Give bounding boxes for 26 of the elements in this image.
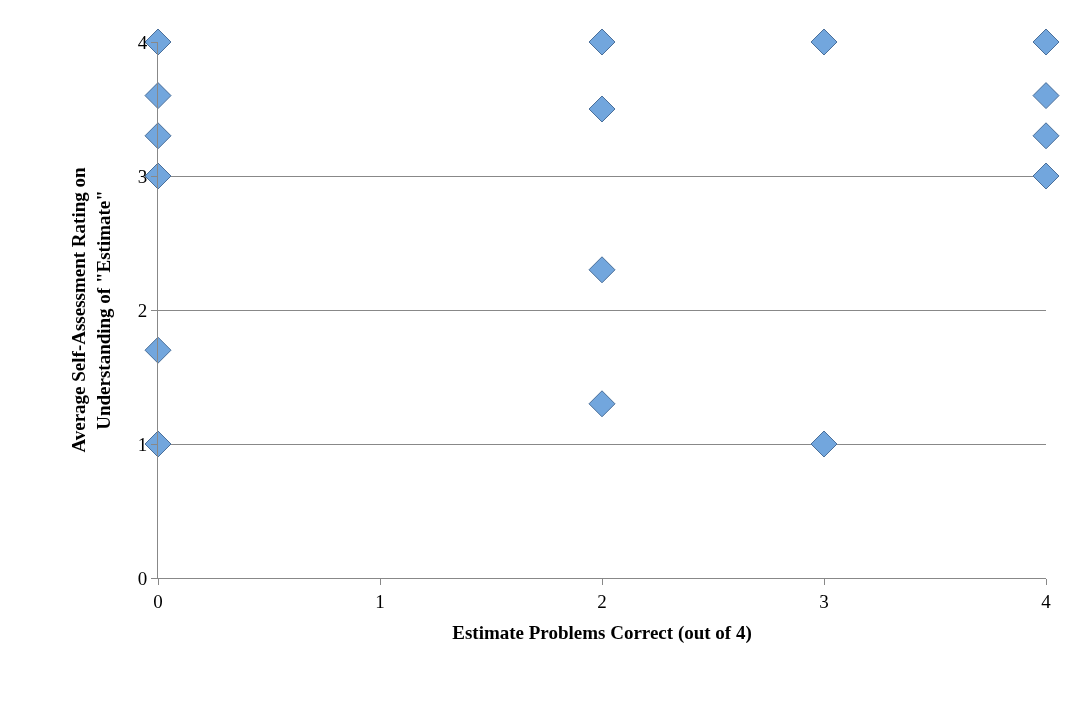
point: [144, 82, 172, 110]
point: [588, 390, 616, 418]
point: [1032, 122, 1060, 150]
y-axis-title: Average Self-Assessment Rating on Understanding of "Estimate": [67, 167, 114, 453]
point: [144, 336, 172, 364]
y-tick-label: 0: [137, 567, 148, 589]
point: [1032, 162, 1060, 190]
x-tick-label: 0: [153, 590, 163, 612]
x-tick-label: 1: [375, 590, 385, 612]
y-tick-label: 4: [137, 31, 148, 53]
x-tick-label: 3: [819, 590, 829, 612]
point: [810, 28, 838, 56]
y-tick-label: 2: [137, 299, 148, 321]
x-axis-title: Estimate Problems Correct (out of 4): [452, 621, 752, 644]
point: [1032, 28, 1060, 56]
point: [588, 256, 616, 284]
x-tick-label: 4: [1041, 590, 1052, 612]
point: [588, 95, 616, 123]
point: [1032, 82, 1060, 110]
point: [810, 430, 838, 458]
point: [144, 430, 172, 458]
x-tick-label: 2: [597, 590, 607, 612]
point: [588, 28, 616, 56]
point: [144, 122, 172, 150]
y-tick-label: 3: [137, 165, 148, 187]
y-tick-label: 1: [137, 433, 148, 455]
